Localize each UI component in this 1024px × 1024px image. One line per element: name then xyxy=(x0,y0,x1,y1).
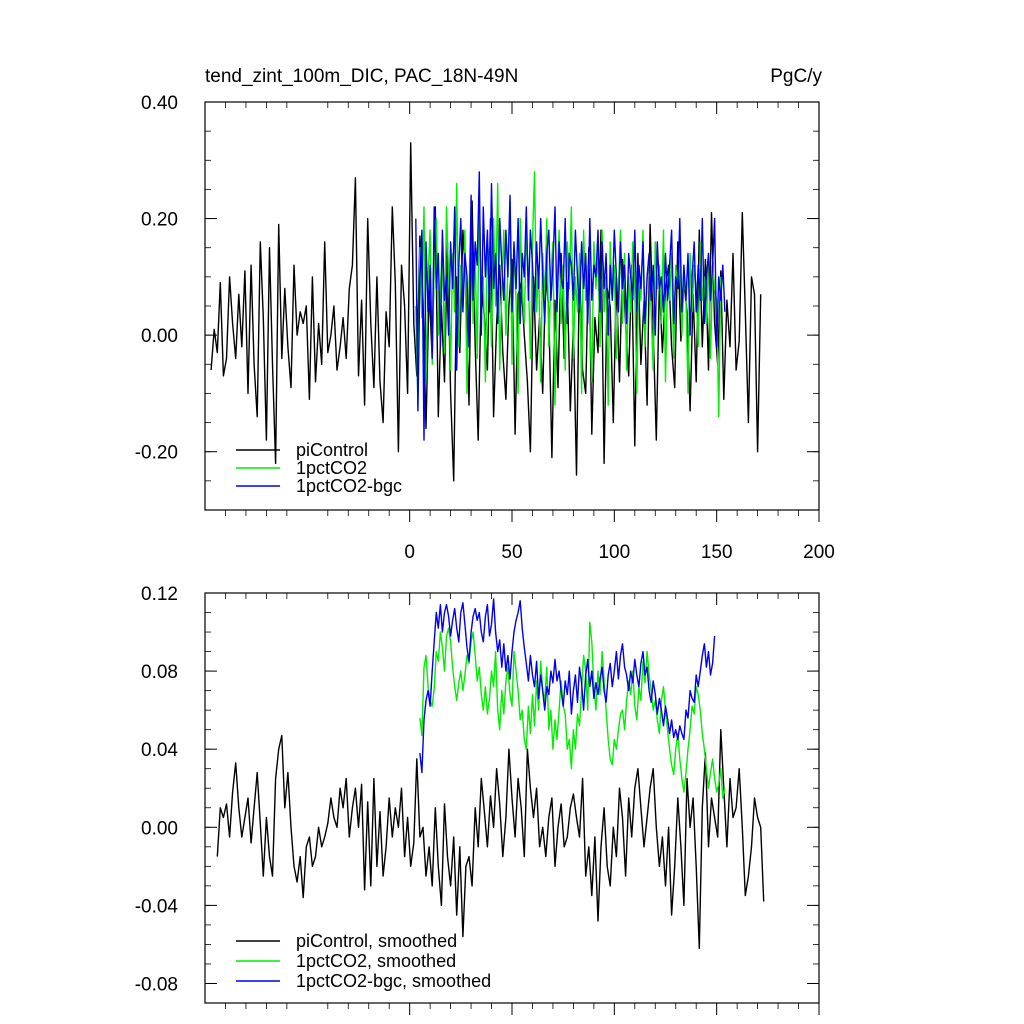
top-panel: tend_zint_100m_DIC, PAC_18N-49N PgC/y -0… xyxy=(135,66,835,563)
bottom-panel: -0.08 -0.04 0.00 0.04 0.08 0.12 piControl, sm… xyxy=(135,584,820,1015)
x-tick-label: 50 xyxy=(501,542,522,563)
y-tick-label: 0.04 xyxy=(141,740,178,761)
x-tick-label: 100 xyxy=(598,542,630,563)
x-tick-label: 0 xyxy=(404,542,415,563)
legend-label-picontrol: piControl xyxy=(296,440,368,460)
y-tick-label: 0.00 xyxy=(141,818,178,839)
y-tick-label: 0.00 xyxy=(141,326,178,347)
y-tick-label: 0.08 xyxy=(141,662,178,683)
legend-label-1pctco2: 1pctCO2 xyxy=(296,458,367,478)
top-panel-series xyxy=(210,142,762,482)
bottom-panel-series xyxy=(216,598,765,949)
y-tick-label: -0.08 xyxy=(135,974,178,995)
legend-label-1pctco2-bgc-smoothed: 1pctCO2-bgc, smoothed xyxy=(296,971,491,991)
top-panel-frame xyxy=(204,101,820,511)
series-line-picontrol-smoothed xyxy=(216,729,765,949)
legend-label-picontrol-smoothed: piControl, smoothed xyxy=(296,931,457,951)
bottom-panel-ticks: -0.08 -0.04 0.00 0.04 0.08 0.12 xyxy=(135,584,820,1015)
units-label: PgC/y xyxy=(770,66,822,87)
chart-title: tend_zint_100m_DIC, PAC_18N-49N xyxy=(205,66,518,87)
y-tick-label: 0.20 xyxy=(141,210,178,231)
y-tick-label: 0.12 xyxy=(141,584,178,605)
y-tick-label: -0.20 xyxy=(135,443,178,464)
legend-label-1pctco2-smoothed: 1pctCO2, smoothed xyxy=(296,951,456,971)
x-tick-label: 200 xyxy=(803,542,835,563)
y-tick-label: 0.40 xyxy=(141,93,178,114)
series-line-1pctco2-bgc-smoothed xyxy=(419,598,716,774)
y-tick-label: -0.04 xyxy=(135,896,179,917)
series-line-1pctco2-bgc xyxy=(415,171,726,441)
legend-label-1pctco2-bgc: 1pctCO2-bgc xyxy=(296,476,402,496)
x-tick-label: 150 xyxy=(701,542,733,563)
bottom-panel-frame xyxy=(204,592,820,1004)
